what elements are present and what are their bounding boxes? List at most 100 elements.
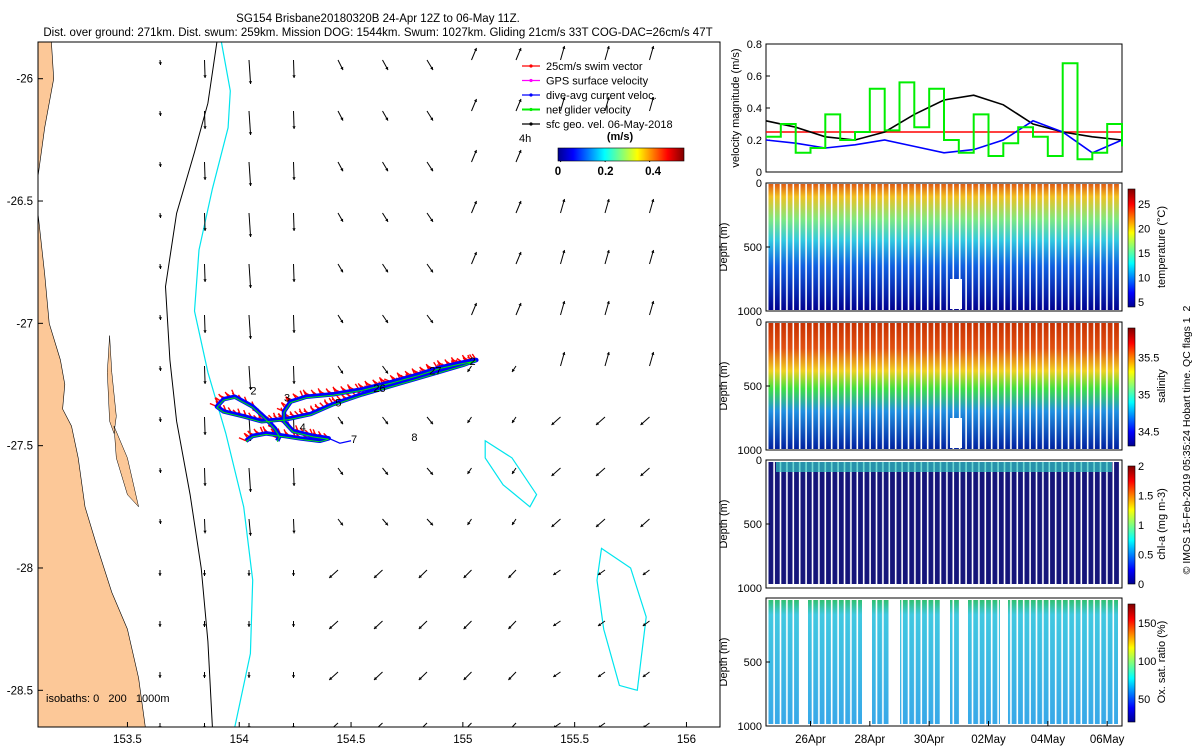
- moreton-island: [107, 335, 117, 434]
- oxygen-colorbar-tick: 150: [1138, 618, 1156, 630]
- vector-arrow: [158, 570, 162, 576]
- vector-arrow: [337, 59, 344, 71]
- vector-arrow: [158, 621, 162, 627]
- oxygen-colorbar-label: Ox. sat. ratio (%): [1156, 621, 1168, 704]
- salinity-section: 0 500 1000 Depth (m) 34.5 35 35.5 salinity: [718, 317, 1168, 457]
- vector-arrow: [642, 671, 650, 678]
- vel-ytick-label: 0.8: [747, 39, 762, 51]
- vector-arrow: [463, 671, 472, 681]
- vector-arrow: [203, 263, 207, 283]
- chla-colorbar-tick: 2: [1138, 461, 1144, 473]
- dive-avg-track: [214, 357, 479, 444]
- vector-arrow: [471, 200, 477, 214]
- date-tick-label: 02May: [971, 734, 1006, 746]
- oxygen-ytick-label: 1000: [738, 721, 762, 733]
- velocity-panel: 0 0.2 0.4 0.6 0.8 velocity magnitude (m/s): [730, 39, 1123, 179]
- vector-arrow: [649, 45, 655, 61]
- vector-arrow: [551, 416, 561, 426]
- map-ytick-label: -26.5: [7, 196, 33, 208]
- vector-arrow: [373, 671, 383, 681]
- chla-ytick-label: 0: [756, 455, 762, 467]
- vector-arrow: [203, 365, 207, 385]
- vector-arrow: [511, 722, 517, 727]
- track-label: 26: [373, 383, 385, 395]
- vector-arrow: [597, 569, 606, 576]
- vector-arrow: [203, 110, 207, 130]
- vector-arrow: [291, 570, 296, 576]
- oxygen-colorbar-tick: 100: [1138, 656, 1156, 668]
- chla-ylabel: Depth (m): [718, 500, 730, 549]
- legend-label: 25cm/s swim vector: [546, 61, 643, 73]
- vector-arrow: [158, 263, 162, 270]
- vector-arrow: [560, 198, 566, 214]
- legend-entry: sfc geo. vel. 06-May-2018: [522, 119, 673, 131]
- salinity-colorbar-tick: 34.5: [1138, 426, 1159, 438]
- vector-arrow: [426, 416, 434, 425]
- glider-track: [209, 353, 479, 444]
- temperature-casts: [768, 184, 1120, 310]
- vector-arrow: [382, 518, 389, 526]
- vector-arrow: [202, 621, 207, 627]
- vector-arrow: [337, 467, 344, 476]
- oxygen-casts: [808, 600, 862, 724]
- map-ytick-label: -28.5: [7, 685, 33, 697]
- vector-arrow: [382, 161, 389, 172]
- chla-colorbar-tick: 1.5: [1138, 491, 1153, 503]
- vector-arrow: [247, 672, 251, 678]
- legend-label: dive-avg current veloc.: [546, 90, 657, 102]
- vector-arrow: [560, 45, 566, 61]
- vector-arrow: [337, 314, 344, 324]
- oxygen-colorbar: [1127, 603, 1136, 723]
- vector-arrow: [292, 467, 296, 487]
- vector-arrow: [418, 620, 428, 630]
- chla-ytick-label: 500: [744, 519, 762, 531]
- vector-arrow: [595, 518, 606, 528]
- vector-arrow: [382, 212, 389, 223]
- vector-arrow: [158, 212, 162, 219]
- vector-arrow: [382, 467, 389, 476]
- vel-ytick-label: 0: [756, 167, 762, 179]
- vector-arrow: [649, 300, 655, 316]
- vector-arrow: [202, 570, 207, 576]
- chla-section: 0 500 1000 Depth (m) 0 0.5 1 1.5 2 chl-a (mg m-3): [718, 455, 1168, 595]
- vector-arrow: [426, 263, 434, 273]
- map-frame: [37, 41, 721, 728]
- map-xtick-label: 153.5: [113, 734, 142, 746]
- vector-arrow: [471, 302, 477, 316]
- vector-arrow: [158, 467, 162, 474]
- vector-arrow: [508, 569, 517, 579]
- oxygen-colorbar-tick: 50: [1138, 694, 1150, 706]
- vector-arrow: [158, 416, 162, 423]
- date-tick-label: 28Apr: [854, 734, 885, 746]
- vector-arrow: [203, 212, 207, 232]
- vector-arrow: [292, 263, 296, 283]
- vector-arrow: [332, 722, 339, 727]
- oxygen-section: 500 1000 Depth (m) 50 100 150 Ox. sat. ratio (…: [718, 597, 1168, 733]
- vector-arrow: [642, 620, 650, 627]
- chla-colorbar-tick: 1: [1138, 520, 1144, 532]
- date-tick-label: 04May: [1031, 734, 1066, 746]
- vector-arrow: [551, 518, 561, 528]
- vector-arrow: [248, 110, 253, 136]
- vector-arrow: [467, 467, 472, 475]
- temperature-gap: [950, 279, 962, 309]
- vector-arrow: [291, 672, 296, 678]
- vector-arrow: [248, 59, 253, 85]
- legend-label: sfc geo. vel. 06-May-2018: [546, 119, 673, 131]
- map-y-axis: -26 -26.5 -27 -27.5 -28 -28.5: [7, 74, 43, 697]
- vector-arrow: [511, 467, 517, 475]
- temperature-colorbar-tick: 20: [1138, 223, 1150, 235]
- salinity-gap: [950, 418, 962, 448]
- vector-arrow: [337, 263, 344, 273]
- oxygen-casts: [1008, 600, 1118, 724]
- vector-arrow: [604, 96, 610, 112]
- temperature-section: 0 500 1000 Depth (m) 5 10 15 20 25 temperature (°…: [718, 178, 1168, 318]
- vector-arrow: [426, 110, 434, 121]
- isobath-label: isobaths: 0 200 1000m: [46, 693, 170, 705]
- velocity-y-axis: 0 0.2 0.4 0.6 0.8: [747, 39, 770, 179]
- vector-arrow: [377, 722, 383, 727]
- vector-arrow: [328, 569, 339, 579]
- vector-arrow: [248, 518, 252, 536]
- vector-arrow: [158, 518, 162, 525]
- vel-ytick-label: 0.6: [747, 71, 762, 83]
